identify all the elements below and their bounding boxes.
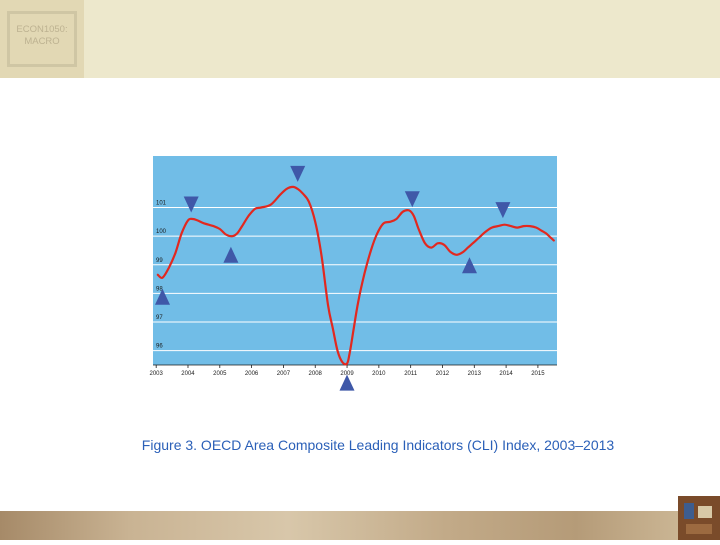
- trough-marker: [462, 257, 477, 274]
- x-tick-label: 2010: [372, 371, 386, 377]
- bookshelf-book: [686, 524, 712, 534]
- x-tick-label: 2008: [309, 371, 323, 377]
- x-tick-label: 2004: [181, 371, 195, 377]
- footer-band: [0, 511, 720, 540]
- plot-area: [153, 156, 557, 365]
- course-badge-text: ECON1050: MACRO: [7, 24, 77, 48]
- trough-marker: [339, 374, 355, 391]
- peak-marker: [495, 202, 511, 219]
- badge-frame: [7, 11, 77, 67]
- x-tick-label: 2005: [213, 371, 227, 377]
- trough-marker: [223, 246, 239, 263]
- peak-marker: [290, 165, 306, 182]
- badge-line-2: MACRO: [24, 36, 60, 47]
- figure-caption: Figure 3. OECD Area Composite Leading In…: [141, 437, 615, 453]
- x-tick-label: 2015: [531, 371, 545, 377]
- trough-marker: [155, 288, 170, 305]
- bookshelf-book: [698, 506, 712, 518]
- x-tick-label: 2014: [499, 371, 513, 377]
- y-tick-label: 100: [156, 229, 167, 235]
- x-tick-label: 2012: [436, 371, 450, 377]
- y-tick-label: 97: [156, 315, 163, 321]
- y-tick-label: 99: [156, 258, 163, 264]
- peak-marker: [404, 191, 420, 208]
- bookshelf-book: [684, 503, 694, 519]
- y-tick-label: 98: [156, 286, 163, 292]
- course-badge: [0, 0, 84, 78]
- x-tick-label: 2009: [340, 371, 354, 377]
- x-tick-label: 2007: [277, 371, 291, 377]
- y-tick-label: 101: [156, 201, 167, 207]
- badge-line-1: ECON1050:: [16, 24, 68, 35]
- x-tick-label: 2006: [245, 371, 259, 377]
- peak-marker: [183, 196, 199, 213]
- header-band: [0, 0, 720, 78]
- cli-line: [156, 185, 555, 366]
- y-tick-label: 96: [156, 344, 163, 350]
- x-tick-label: 2003: [150, 371, 164, 377]
- x-tick-label: 2011: [404, 371, 418, 377]
- x-tick-label: 2013: [468, 371, 482, 377]
